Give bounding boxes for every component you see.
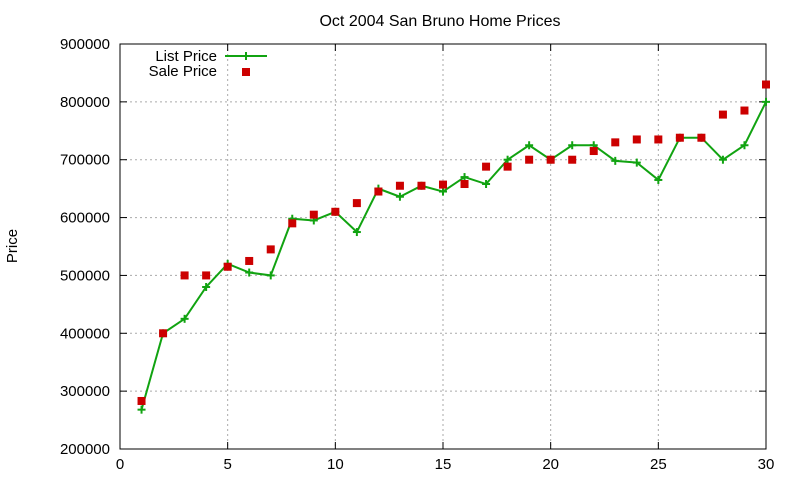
plot-frame [119,43,767,450]
x-tick-label: 10 [327,456,344,473]
sale-price-point [395,181,404,190]
list-price-point [525,141,534,150]
list-price-point [202,283,211,291]
sale-price-point [503,162,512,171]
sale-price-point [137,396,146,405]
list-price-point [352,228,361,237]
series-sale-price [137,80,770,405]
y-tick-label: 800000 [60,94,110,111]
list-price-point [762,97,770,106]
list-price-point [439,187,447,196]
x-tick-label: 5 [223,456,231,473]
list-price-point [266,271,275,280]
legend-label-list-price: List Price [155,48,217,65]
list-price-point [632,158,641,167]
x-tick-label: 15 [435,456,452,473]
legend-label-sale-price: Sale Price [149,63,217,80]
x-tick-label: 30 [758,456,775,473]
list-price-line [140,101,767,410]
list-price-point [611,156,620,165]
y-tick-label: 700000 [60,152,110,169]
list-price-point [718,155,727,164]
series-layer [137,80,770,414]
list-price-point [137,405,146,414]
list-price-point [740,141,749,150]
sale-price-point [611,138,620,147]
grid [120,44,766,449]
sale-price-point [589,147,598,156]
sale-price-point [718,110,727,119]
sale-price-point [439,180,447,189]
sale-price-point [374,187,383,196]
sale-price-point [352,199,361,208]
sale-price-point [223,262,232,271]
legend-swatch-list-marker [242,52,250,60]
series-list-price [137,97,770,414]
list-price-point [395,192,404,201]
sale-price-point [159,329,168,338]
y-tick-label: 600000 [60,210,110,227]
list-price-point [503,155,512,164]
chart-title: Oct 2004 San Bruno Home Prices [319,13,560,30]
sale-price-point [460,180,469,189]
sale-price-point [568,155,577,164]
sale-price-point [482,162,491,171]
sale-price-point [180,271,189,280]
sale-price-point [245,256,254,265]
sale-price-point [546,155,555,164]
sale-price-point [654,135,663,144]
sale-price-point [417,181,426,190]
list-price-point [654,175,663,184]
y-tick-label: 400000 [60,325,110,342]
sale-price-point [675,133,684,142]
sale-price-point [697,133,706,142]
sale-price-point [525,155,534,164]
x-tick-label: 0 [116,456,124,473]
sale-price-point [762,80,770,89]
sale-price-point [202,271,211,280]
list-price-point [460,173,469,182]
y-tick-label: 200000 [60,441,110,458]
y-tick-label: 300000 [60,383,110,400]
y-axis-label: Price [4,229,21,263]
sale-price-point [632,135,641,144]
sale-price-point [288,219,297,228]
sale-price-point [309,210,318,219]
list-price-point [482,180,491,189]
list-price-point [245,268,254,277]
sale-price-point [331,207,340,216]
axis-ticks: 200000 300000 400000 500000 600000 700000 8000… [60,36,774,473]
x-tick-label: 20 [542,456,559,473]
list-price-point [568,141,577,150]
legend-swatch-sale-marker [242,68,250,76]
list-price-point [180,314,189,323]
y-tick-label: 900000 [60,36,110,53]
x-tick-label: 25 [650,456,667,473]
sale-price-point [266,245,275,254]
sale-price-point [740,106,749,115]
y-tick-label: 500000 [60,267,110,284]
